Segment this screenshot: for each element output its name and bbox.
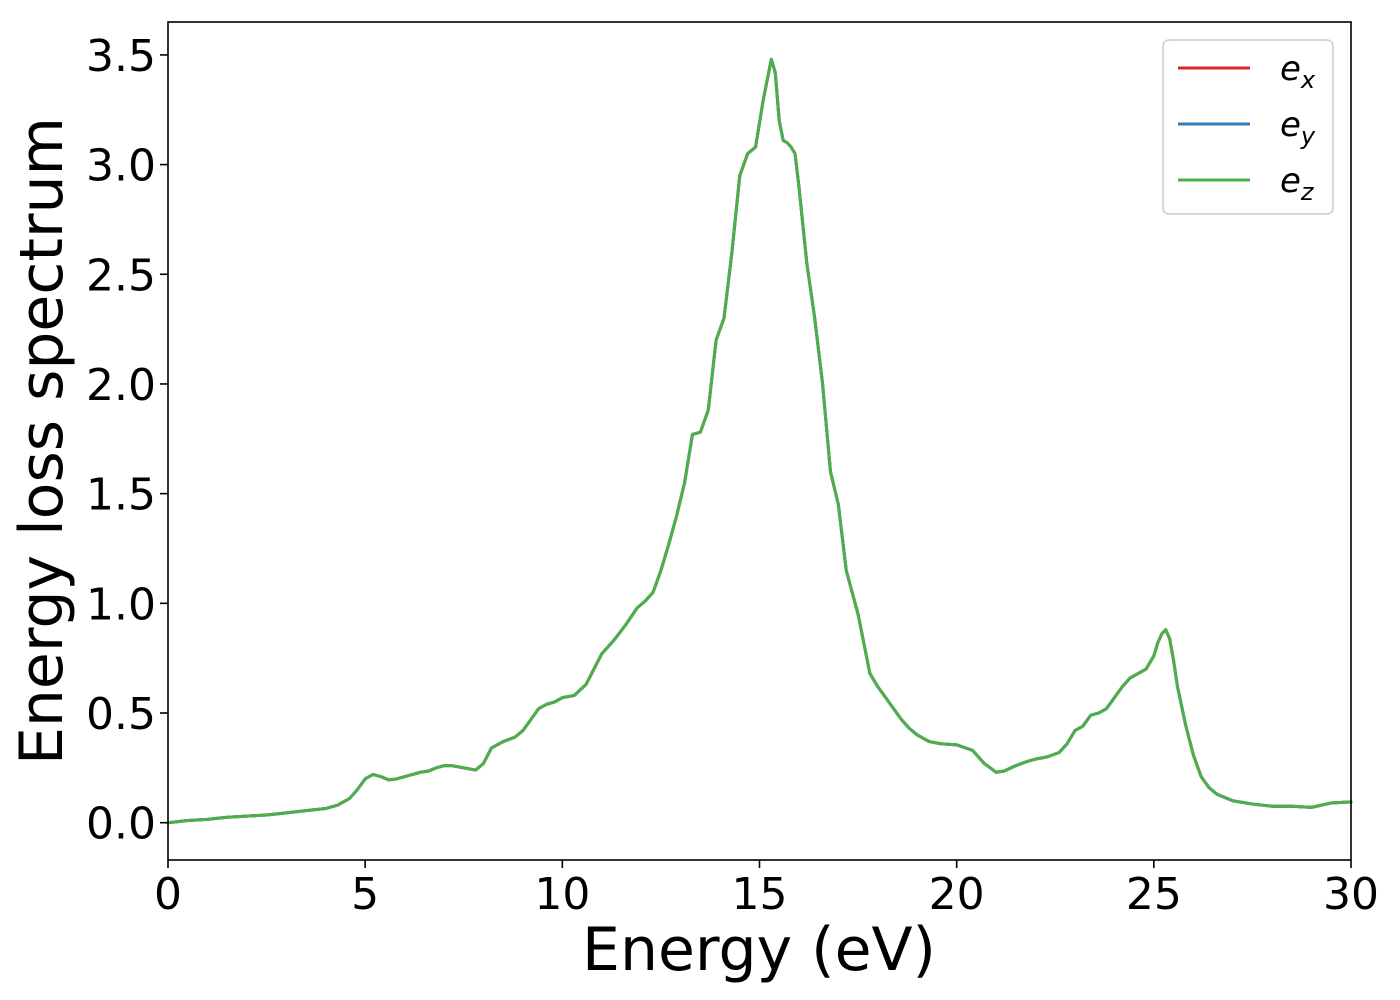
legend-label-e_x: ex [1280, 49, 1316, 94]
y-tick-label: 0.0 [86, 799, 156, 850]
x-tick-label: 10 [534, 869, 590, 920]
x-tick-label: 15 [732, 869, 788, 920]
x-axis-ticks: 0 5 10 15 20 25 30 [154, 860, 1379, 920]
x-tick-label: 5 [351, 869, 379, 920]
legend: ex ey ez [1162, 39, 1334, 215]
y-tick-label: 0.5 [86, 689, 156, 740]
legend-box [1162, 39, 1334, 215]
y-tick-label: 3.0 [86, 141, 156, 192]
x-tick-label: 0 [154, 869, 182, 920]
y-axis-ticks: 0.0 0.5 1.0 1.5 2.0 2.5 3.0 3.5 [86, 31, 168, 850]
y-tick-label: 2.5 [86, 250, 156, 301]
legend-label-e_y: ey [1280, 105, 1316, 150]
x-axis-label: Energy (eV) [582, 915, 936, 985]
legend-label-e_z: ez [1280, 161, 1315, 206]
y-tick-label: 1.0 [86, 579, 156, 630]
y-axis-label: Energy loss spectrum [7, 117, 77, 765]
plot-area [166, 57, 1353, 825]
y-tick-label: 2.0 [86, 360, 156, 411]
y-tick-label: 3.5 [86, 31, 156, 82]
x-tick-label: 25 [1126, 869, 1182, 920]
y-tick-label: 1.5 [86, 470, 156, 521]
x-tick-label: 20 [929, 869, 985, 920]
series-line-e_z [166, 57, 1353, 825]
x-tick-label: 30 [1323, 869, 1379, 920]
